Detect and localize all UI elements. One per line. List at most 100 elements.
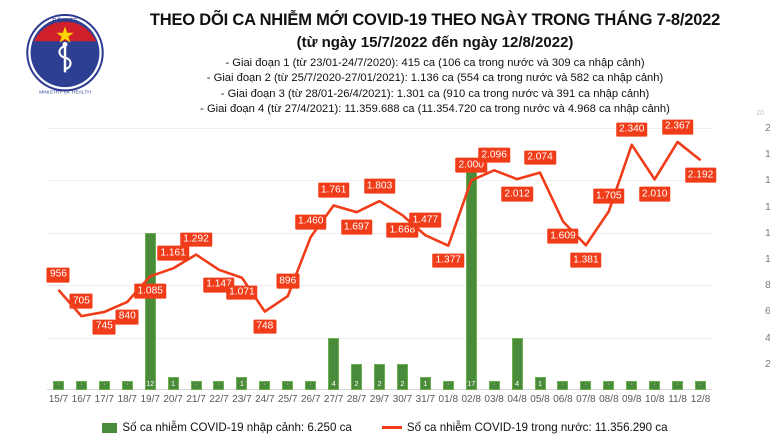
y-axis-right-tick: 8 [765, 279, 770, 292]
bar-imported-07/8[interactable] [580, 381, 592, 390]
bar-value-label: · [286, 379, 289, 388]
header-block: THEO DÕI CA NHIỄM MỚI COVID-19 THEO NGÀY… [110, 10, 760, 117]
bar-value-label: 2 [354, 379, 359, 388]
line-value-label-03/8: 2.096 [478, 147, 510, 163]
x-axis-label-01/8: 01/8 [438, 394, 459, 405]
bar-imported-27/7[interactable] [328, 337, 340, 390]
ministry-of-health-logo: BỘ Y TẾ MINISTRY OF HEALTH [24, 8, 106, 104]
y-axis-right-tick: 16 [765, 174, 770, 187]
line-value-label-26/7: 1.460 [294, 214, 327, 230]
bar-value-label: 1 [171, 379, 176, 388]
bar-imported-04/8[interactable] [511, 337, 523, 390]
bar-imported-15/7[interactable] [52, 381, 64, 390]
line-value-label-31/7: 1.477 [409, 212, 442, 228]
y-axis-right-tick: 12 [765, 226, 770, 239]
bar-value-label: · [676, 379, 679, 388]
bar-value-label: · [492, 379, 496, 388]
bar-imported-19/7[interactable] [144, 232, 156, 390]
bar-imported-03/8[interactable] [488, 381, 500, 390]
bar-imported-11/8[interactable] [672, 381, 684, 390]
bar-imported-06/8[interactable] [557, 381, 569, 390]
x-axis-label-19/7: 19/7 [140, 394, 160, 405]
bar-imported-05/8[interactable] [534, 376, 546, 390]
line-value-label-29/7: 1.803 [363, 178, 396, 194]
bar-imported-09/8[interactable] [626, 381, 638, 390]
red-line-icon [381, 426, 402, 429]
bar-imported-01/8[interactable] [442, 381, 454, 390]
bar-value-label: 4 [331, 379, 336, 388]
y-axis-right-tick: 14 [765, 200, 770, 213]
bar-imported-29/7[interactable] [374, 363, 385, 390]
bar-imported-28/7[interactable] [351, 363, 363, 390]
phase-line-1: - Giai đoạn 1 (từ 23/01-24/7/2020): 415 … [225, 56, 645, 69]
bar-value-label: · [561, 379, 565, 388]
legend-item-imported: Số ca nhiễm COVID-19 nhập cảnh: 6.250 ca [102, 421, 352, 434]
bar-value-label: · [309, 379, 312, 388]
line-value-label-27/7: 1.761 [317, 183, 350, 198]
line-value-label-12/8: 2.192 [684, 167, 717, 183]
line-value-label-17/7: 745 [92, 319, 116, 335]
phase-line-3: - Giai đoạn 3 (từ 28/01-26/4/2021): 1.30… [220, 87, 650, 100]
line-value-label-04/8: 2.012 [501, 186, 533, 202]
x-axis-label-15/7: 15/7 [48, 394, 69, 405]
bar-value-label: · [584, 379, 588, 388]
bar-imported-08/8[interactable] [603, 381, 615, 390]
x-axis-label-25/7: 25/7 [278, 394, 298, 405]
gridline [47, 128, 712, 129]
x-axis-label-28/7: 28/7 [346, 394, 367, 405]
bar-imported-16/7[interactable] [75, 381, 87, 390]
bar-imported-26/7[interactable] [305, 381, 317, 390]
x-axis-label-03/8: 03/8 [484, 394, 504, 405]
line-value-label-24/7: 748 [253, 319, 277, 334]
x-axis-label-10/8: 10/8 [644, 394, 665, 405]
line-value-label-25/7: 896 [276, 273, 300, 289]
bar-value-label: 12 [146, 379, 155, 388]
legend-label-imported: Số ca nhiễm COVID-19 nhập cảnh: 6.250 ca [122, 421, 352, 434]
line-value-label-11/8: 2.367 [661, 119, 694, 135]
x-axis-label-06/8: 06/8 [553, 394, 573, 405]
bar-imported-22/7[interactable] [213, 381, 225, 390]
chart-legend: Số ca nhiễm COVID-19 nhập cảnh: 6.250 ca… [0, 421, 770, 434]
domestic-cases-line [57, 140, 702, 318]
x-axis-label-18/7: 18/7 [117, 394, 137, 405]
x-axis-label-20/7: 20/7 [163, 394, 183, 405]
bar-imported-31/7[interactable] [419, 376, 431, 390]
svg-text:MINISTRY OF HEALTH: MINISTRY OF HEALTH [39, 90, 91, 96]
line-value-label-08/8: 1.705 [593, 188, 625, 204]
y-axis-right-tick: 10 [765, 253, 770, 265]
bar-imported-12/8[interactable] [695, 381, 707, 390]
gridline [47, 232, 712, 234]
bar-value-label: 1 [423, 379, 428, 388]
bar-imported-10/8[interactable] [649, 381, 661, 390]
bar-imported-30/7[interactable] [396, 363, 408, 390]
bar-imported-24/7[interactable] [259, 381, 271, 390]
x-axis-label-04/8: 04/8 [507, 394, 527, 405]
x-axis-label-24/7: 24/7 [255, 394, 275, 405]
line-value-label-28/7: 1.697 [340, 219, 373, 235]
x-axis-label-17/7: 17/7 [94, 394, 115, 405]
y-axis-right-tick: 2 [765, 357, 770, 370]
bar-value-label: · [217, 379, 221, 388]
x-axis-label-31/7: 31/7 [415, 394, 436, 405]
bar-value-label: 4 [515, 379, 520, 388]
x-axis-label-16/7: 16/7 [71, 394, 92, 405]
bar-imported-21/7[interactable] [190, 381, 202, 390]
legend-item-domestic: Số ca nhiễm COVID-19 trong nước: 11.356.… [381, 421, 668, 434]
x-axis-label-23/7: 23/7 [232, 394, 252, 405]
bar-value-label: · [653, 379, 656, 388]
x-axis-label-08/8: 08/8 [599, 394, 619, 405]
bar-imported-23/7[interactable] [236, 376, 248, 390]
phase-summary-list: - Giai đoạn 1 (từ 23/01-24/7/2020): 415 … [110, 56, 760, 118]
bar-imported-18/7[interactable] [121, 381, 133, 390]
bar-value-label: 2 [377, 379, 382, 388]
bar-imported-20/7[interactable] [167, 376, 179, 390]
line-value-label-01/8: 1.377 [432, 253, 465, 269]
bar-value-label: · [80, 379, 83, 388]
line-value-label-16/7: 705 [69, 293, 93, 309]
bar-imported-25/7[interactable] [282, 381, 294, 390]
line-value-label-20/7: 1.161 [157, 245, 189, 261]
line-value-label-09/8: 2.340 [615, 122, 648, 138]
covid-daily-cases-chart: 5001.0001.5002.0002.5002468101214161820·… [46, 119, 770, 390]
line-value-label-23/7: 1.071 [226, 285, 258, 301]
bar-imported-17/7[interactable] [98, 381, 110, 390]
